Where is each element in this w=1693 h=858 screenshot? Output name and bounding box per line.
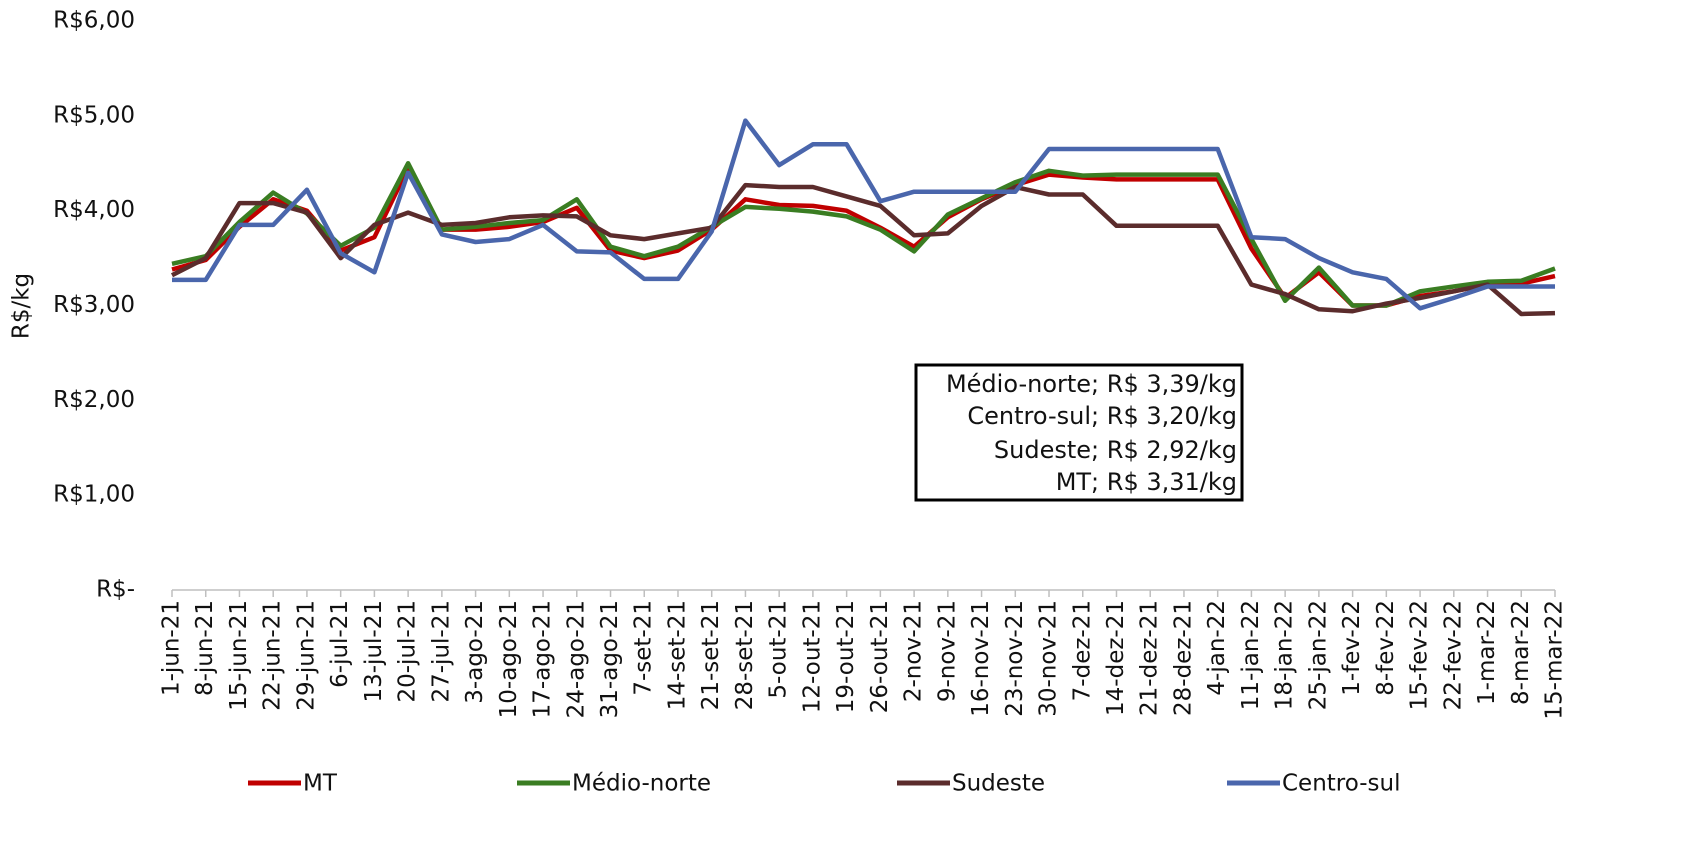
x-tick-label: 13-jul-21 [361,600,387,703]
x-tick-label: 26-out-21 [867,600,893,713]
y-tick-label: R$2,00 [53,387,135,413]
x-tick-label: 20-jul-21 [395,600,421,703]
x-tick-label: 23-nov-21 [1002,600,1028,717]
x-tick-label: 22-fev-22 [1440,600,1466,710]
x-tick-label: 30-nov-21 [1036,600,1062,717]
x-tick-label: 17-ago-21 [530,600,556,718]
x-tick-label: 12-out-21 [799,600,825,713]
x-tick-label: 8-mar-22 [1508,600,1534,705]
annotation: Médio-norte; R$ 3,39/kg [946,370,1237,398]
legend-label: Centro-sul [1282,771,1401,797]
x-tick-label: 11-jan-22 [1238,600,1264,710]
x-tick-label: 8-jun-21 [192,600,218,696]
y-tick-label: R$- [96,577,135,603]
x-tick-label: 21-set-21 [698,600,724,710]
legend-label: MT [303,771,338,797]
x-tick-label: 2-nov-21 [901,600,927,702]
x-tick-label: 15-mar-22 [1542,600,1568,720]
series-line [171,161,1556,308]
x-tick-label: 6-jul-21 [327,600,353,688]
x-tick-label: 14-dez-21 [1103,600,1129,716]
legend-label: Sudeste [952,771,1045,797]
x-tick-label: 19-out-21 [833,600,859,713]
series-line [170,182,1556,317]
annotation: MT; R$ 3,31/kg [1056,468,1237,496]
y-tick-label: R$1,00 [53,482,135,508]
y-tick-label: R$6,00 [53,8,135,34]
x-tick-label: 1-mar-22 [1474,600,1500,705]
y-axis-label: R$/kg [9,273,35,339]
x-tick-label: 21-dez-21 [1137,600,1163,716]
x-tick-label: 9-nov-21 [934,600,960,702]
x-tick-label: 7-set-21 [631,600,657,696]
y-tick-label: R$3,00 [53,292,135,318]
legend-label: Médio-norte [572,771,711,797]
x-tick-label: 5-out-21 [766,600,792,699]
x-tick-label: 31-ago-21 [597,600,623,718]
x-tick-label: 29-jun-21 [293,600,319,711]
x-tick-label: 24-ago-21 [563,600,589,718]
x-tick-label: 7-dez-21 [1069,600,1095,701]
series-line [172,118,1555,311]
y-tick-label: R$4,00 [53,197,135,223]
annotation: Sudeste; R$ 2,92/kg [994,436,1237,464]
y-tick-label: R$5,00 [53,102,135,128]
x-tick-label: 15-jun-21 [226,600,252,711]
x-tick-label: 28-dez-21 [1170,600,1196,716]
x-tick-label: 22-jun-21 [260,600,286,711]
x-tick-label: 1-jun-21 [159,600,185,696]
annotation: Centro-sul; R$ 3,20/kg [967,402,1237,430]
x-tick-label: 8-fev-22 [1373,600,1399,696]
x-tick-label: 3-ago-21 [462,600,488,704]
x-tick-label: 18-jan-22 [1272,600,1298,710]
series-line [171,165,1556,308]
x-tick-label: 15-fev-22 [1407,600,1433,710]
x-tick-label: 10-ago-21 [496,600,522,718]
x-tick-label: 28-set-21 [732,600,758,710]
x-tick-label: 14-set-21 [664,600,690,710]
annotation-box [914,363,1244,502]
x-tick-label: 16-nov-21 [968,600,994,717]
x-tick-label: 25-jan-22 [1305,600,1331,710]
x-tick-label: 4-jan-22 [1204,600,1230,696]
x-tick-label: 1-fev-22 [1339,600,1365,696]
x-tick-label: 27-jul-21 [428,600,454,703]
